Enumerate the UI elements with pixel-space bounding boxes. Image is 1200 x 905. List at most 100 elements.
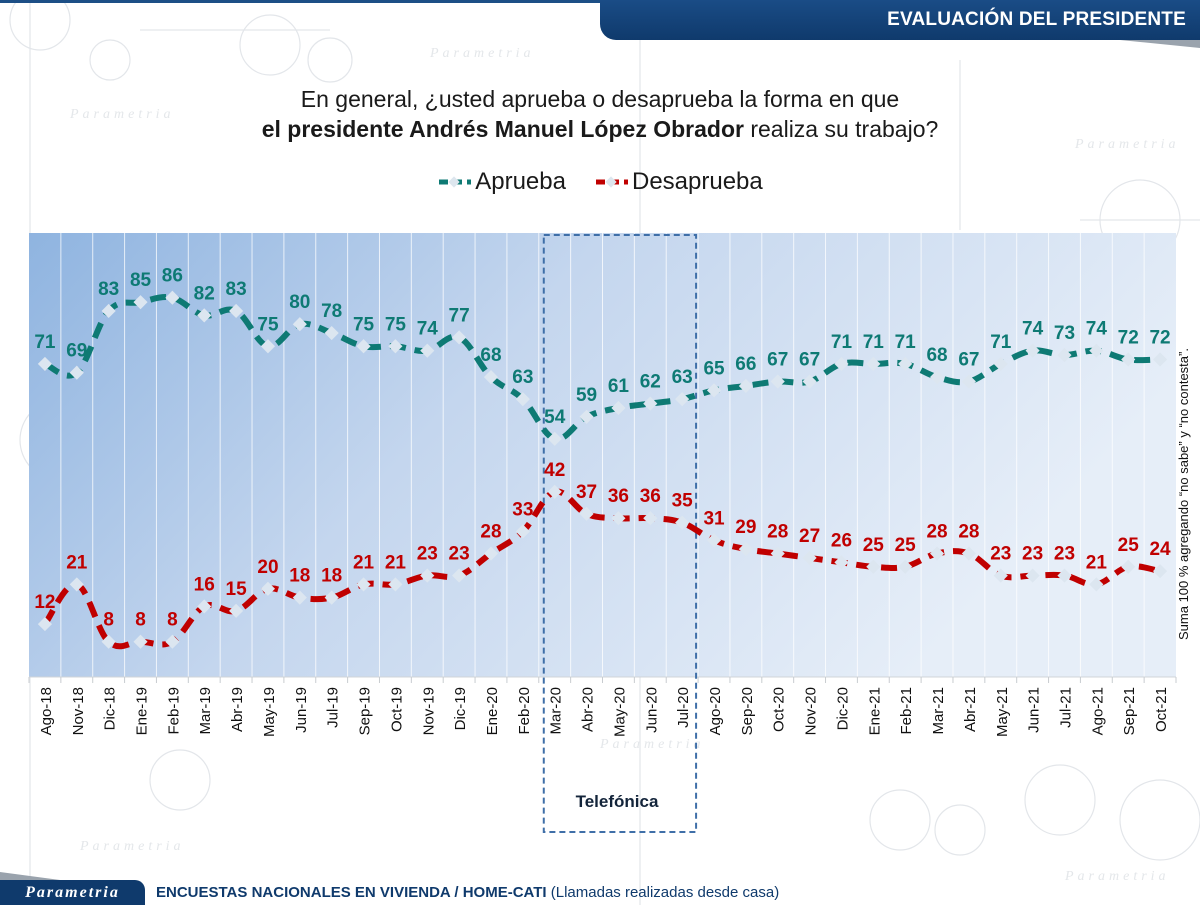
data-point — [420, 568, 435, 583]
data-point — [1121, 559, 1136, 574]
data-point — [133, 295, 148, 310]
data-label: 80 — [289, 292, 310, 313]
x-tick-label: Ago-21 — [1089, 687, 1106, 735]
x-tick-label: Ene-19 — [134, 687, 151, 735]
data-point — [452, 330, 467, 345]
data-point — [675, 392, 690, 407]
x-tick-label: Jul-19 — [325, 687, 342, 728]
x-tick-label: Mar-21 — [930, 687, 947, 735]
x-tick-label: Mar-20 — [548, 687, 565, 735]
data-point — [229, 303, 244, 319]
data-label: 85 — [130, 270, 152, 291]
data-point — [802, 374, 817, 389]
data-point — [324, 590, 339, 605]
legend-item-desaprueba: Desaprueba — [594, 168, 763, 196]
data-point — [961, 546, 976, 561]
data-point — [738, 378, 753, 394]
data-point — [101, 634, 116, 649]
data-point — [834, 356, 849, 371]
data-label: 74 — [1022, 319, 1044, 340]
data-label: 29 — [735, 517, 756, 538]
question-line-1: En general, ¿usted aprueba o desaprueba … — [300, 86, 900, 112]
data-label: 25 — [1118, 535, 1140, 556]
data-label: 75 — [257, 314, 279, 335]
data-point — [165, 290, 180, 305]
data-label: 71 — [895, 332, 917, 353]
data-label: 71 — [863, 332, 885, 353]
data-label: 31 — [703, 508, 725, 529]
data-label: 16 — [194, 574, 215, 595]
x-tick-label: Dic-19 — [452, 687, 469, 730]
legend-label-desaprueba: Desaprueba — [631, 168, 763, 195]
data-point — [165, 634, 180, 649]
x-tick-label: Nov-18 — [70, 687, 87, 735]
data-label: 25 — [863, 535, 885, 556]
data-point — [993, 356, 1008, 371]
x-tick-label: Feb-21 — [898, 687, 915, 735]
footer-caption: ENCUESTAS NACIONALES EN VIVIENDA / HOME-… — [156, 884, 779, 901]
data-point — [69, 577, 84, 592]
data-label: 20 — [257, 557, 278, 578]
phone-period-box — [542, 234, 698, 833]
data-label: 67 — [799, 350, 820, 371]
data-point — [515, 524, 530, 539]
data-point — [69, 365, 84, 380]
data-point — [260, 581, 276, 596]
question-line-2: el presidente Andrés Manuel López Obrado… — [0, 116, 1200, 143]
section-title: EVALUACIÓN DEL PRESIDENTE — [887, 9, 1186, 30]
x-tick-label: Nov-19 — [420, 687, 437, 735]
x-tick-label: Jun-21 — [1026, 687, 1043, 733]
data-label: 21 — [66, 552, 88, 573]
data-label: 68 — [480, 345, 501, 366]
data-label: 61 — [608, 376, 630, 397]
data-label: 63 — [512, 367, 533, 388]
question-rest: realiza su trabajo? — [743, 116, 939, 142]
data-label: 66 — [735, 354, 756, 375]
data-point — [706, 383, 722, 398]
x-tick-label: Jul-21 — [1057, 687, 1074, 728]
data-point — [292, 317, 307, 332]
data-point — [866, 559, 881, 574]
data-label: 23 — [1054, 544, 1075, 565]
data-label: 69 — [66, 341, 87, 362]
data-point — [483, 546, 499, 561]
data-label: 75 — [353, 314, 375, 335]
data-point — [1025, 568, 1040, 583]
legend-swatch-desaprueba — [595, 176, 628, 188]
x-tick-label: Abr-21 — [962, 687, 979, 732]
data-point — [292, 590, 307, 605]
data-point — [452, 568, 467, 583]
data-point — [611, 511, 626, 526]
data-point — [1152, 352, 1168, 367]
data-label: 28 — [926, 522, 947, 543]
data-point — [260, 339, 276, 354]
data-label: 68 — [926, 345, 947, 366]
data-label: 25 — [895, 535, 917, 556]
data-point — [898, 356, 913, 371]
data-label: 8 — [103, 610, 114, 631]
data-label: 83 — [98, 279, 119, 300]
data-point — [929, 546, 945, 561]
data-label: 59 — [576, 385, 597, 406]
data-label: 77 — [449, 305, 470, 326]
x-tick-label: Ene-21 — [866, 687, 883, 735]
legend-item-aprueba: Aprueba — [437, 168, 566, 196]
data-label: 15 — [226, 579, 248, 600]
x-tick-label: Nov-20 — [803, 687, 820, 735]
data-label: 26 — [831, 530, 852, 551]
data-point — [1089, 577, 1104, 592]
data-label: 82 — [194, 283, 215, 304]
data-label: 62 — [640, 372, 661, 393]
x-tick-label: Dic-20 — [834, 687, 851, 730]
x-tick-label: Sep-19 — [357, 687, 374, 735]
data-label: 74 — [417, 319, 439, 340]
x-tick-label: Jul-20 — [675, 687, 692, 728]
data-point — [229, 603, 244, 618]
data-label: 35 — [672, 491, 694, 512]
data-point — [356, 339, 371, 354]
data-label: 86 — [162, 266, 183, 287]
x-tick-label: Oct-19 — [388, 687, 405, 732]
data-label: 67 — [958, 350, 979, 371]
series-aprueba: 71 69 83 85 86 82 83 75 80 78 75 75 74 77 68 63 54 59 61 62… — [34, 266, 1171, 446]
data-label: 12 — [34, 592, 55, 613]
